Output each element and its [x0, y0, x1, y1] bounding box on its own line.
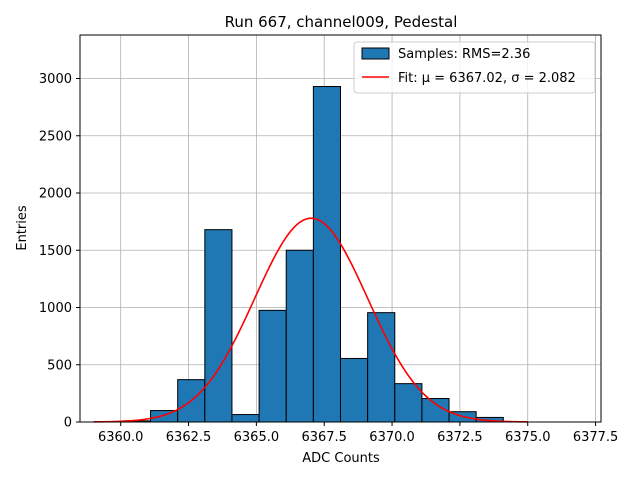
- x-tick-label: 6372.5: [437, 430, 483, 445]
- y-tick-label: 1000: [39, 301, 72, 316]
- y-tick-label: 2000: [39, 187, 72, 202]
- legend: Samples: RMS=2.36 Fit: μ = 6367.02, σ = …: [353, 41, 596, 94]
- legend-samples-label: Samples: RMS=2.36: [398, 47, 530, 62]
- plot-frame: [79, 34, 602, 423]
- y-tick-label: 0: [64, 416, 72, 431]
- x-tick-label: 6377.5: [573, 430, 619, 445]
- chart-title: Run 667, channel009, Pedestal: [225, 13, 458, 31]
- y-tick-label: 500: [47, 358, 72, 373]
- x-tick-label: 6375.0: [505, 430, 551, 445]
- histogram-bars: [122, 86, 504, 423]
- histogram-bar: [312, 86, 342, 423]
- fit-curve: [93, 217, 528, 423]
- histogram-bar: [394, 383, 423, 423]
- histogram-bar: [204, 229, 233, 423]
- x-tick-label: 6360.0: [98, 430, 144, 445]
- x-axis-ticks: 6360.0 6362.5 6365.0 6367.5 6370.0 6372.5 6375…: [98, 422, 618, 445]
- x-axis-label: ADC Counts: [302, 451, 380, 466]
- histogram-bar: [367, 312, 396, 423]
- y-axis-ticks: 0 500 1000 1500 2000 2500 3000: [39, 72, 80, 431]
- y-tick-label: 2500: [39, 129, 72, 144]
- y-tick-label: 3000: [39, 72, 72, 87]
- fit-curve-group: [93, 217, 528, 423]
- histogram-bar: [258, 309, 287, 423]
- histogram-bar: [231, 414, 260, 423]
- y-tick-label: 1500: [39, 244, 72, 259]
- legend-box: [353, 41, 596, 94]
- legend-fit-label: Fit: μ = 6367.02, σ = 2.082: [398, 71, 576, 86]
- x-tick-label: 6367.5: [301, 430, 347, 445]
- x-tick-label: 6370.0: [369, 430, 415, 445]
- y-axis-label: Entries: [15, 205, 30, 251]
- histogram-bar: [285, 249, 314, 423]
- histogram-bar: [340, 357, 369, 423]
- legend-samples-swatch: [361, 47, 390, 60]
- x-tick-label: 6362.5: [166, 430, 212, 445]
- x-tick-label: 6365.0: [234, 430, 280, 445]
